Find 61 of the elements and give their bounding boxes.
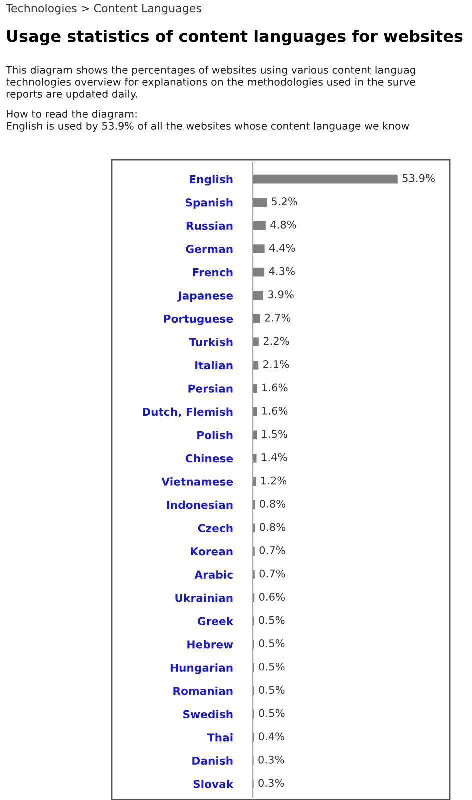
data-label: 0.5% <box>259 640 285 648</box>
y-tick-label: Persian <box>188 384 233 393</box>
data-label: 0.8% <box>260 500 286 508</box>
y-tick-label: Korean <box>191 548 233 556</box>
text: This diagram shows the percentages of websites using various content languag <box>6 66 416 76</box>
data-label: 4.3% <box>269 267 295 276</box>
data-label: 5.2% <box>272 198 298 206</box>
y-tick-label: Spanish <box>186 198 233 209</box>
y-tick-label: Slovak <box>194 780 234 788</box>
y-tick-label: Hebrew <box>188 640 234 649</box>
data-label: 4.8% <box>270 220 296 229</box>
data-label: 0.7% <box>260 546 286 555</box>
data-label: 0.3% <box>258 756 284 764</box>
y-tick-label: Hungarian <box>170 664 233 674</box>
text: reports are updated daily. <box>6 90 138 100</box>
y-tick-label: Italian <box>196 361 233 370</box>
data-label: 0.6% <box>259 593 286 602</box>
text: technologies overview for explanations on the methodologies used in the surve <box>6 78 416 88</box>
y-tick-label: Dutch, Flemish <box>143 408 233 418</box>
data-label: 0.8% <box>260 523 286 532</box>
chart-title: Usage statistics of content languages for websites <box>7 30 463 46</box>
data-label: 53.9% <box>402 174 435 182</box>
y-tick-label: Indonesian <box>167 500 233 510</box>
y-tick-label: Romanian <box>174 686 233 696</box>
y-tick-label: Turkish <box>189 338 233 346</box>
y-tick-label: Greek <box>198 617 234 626</box>
data-label: 0.5% <box>259 662 285 671</box>
y-tick-label: Japanese <box>178 292 234 302</box>
y-tick-label: Arabic <box>194 570 233 579</box>
data-label: 1.2% <box>262 476 287 485</box>
y-tick-label: Polish <box>198 431 233 440</box>
data-label: 0.5% <box>259 709 285 718</box>
text: Technologies > Content Languages <box>6 4 202 15</box>
y-tick-label: Vietnamese <box>162 478 234 486</box>
data-label: 1.4% <box>262 453 288 462</box>
data-label: 2.1% <box>264 360 290 368</box>
text: How to read the diagram: <box>7 110 137 120</box>
data-label: 0.5% <box>259 616 285 624</box>
data-label: 1.6% <box>262 384 288 392</box>
y-tick-label: Russian <box>186 222 233 230</box>
data-label: 1.6% <box>262 406 288 415</box>
y-tick-label: English <box>190 175 233 186</box>
text: English is used by 53.9% of all the websites whose content language we know <box>7 122 410 132</box>
y-tick-label: Thai <box>207 733 233 742</box>
y-tick-label: Danish <box>192 756 233 766</box>
data-label: 0.3% <box>258 779 284 788</box>
data-label: 4.4% <box>270 244 296 252</box>
data-label: 0.4% <box>258 732 284 741</box>
y-tick-label: Chinese <box>186 454 234 463</box>
data-label: 0.5% <box>259 686 285 694</box>
y-tick-label: Swedish <box>184 710 233 719</box>
y-tick-label: Ukrainian <box>176 594 233 602</box>
data-label: 2.7% <box>265 314 291 322</box>
y-tick-label: French <box>193 268 233 277</box>
data-label: 0.7% <box>260 570 286 578</box>
y-tick-label: Czech <box>198 524 233 532</box>
y-tick-label: Portuguese <box>164 315 234 326</box>
data-label: 3.9% <box>268 290 294 299</box>
data-label: 2.2% <box>264 337 290 346</box>
data-label: 1.5% <box>262 430 288 438</box>
y-tick-label: German <box>186 245 233 254</box>
